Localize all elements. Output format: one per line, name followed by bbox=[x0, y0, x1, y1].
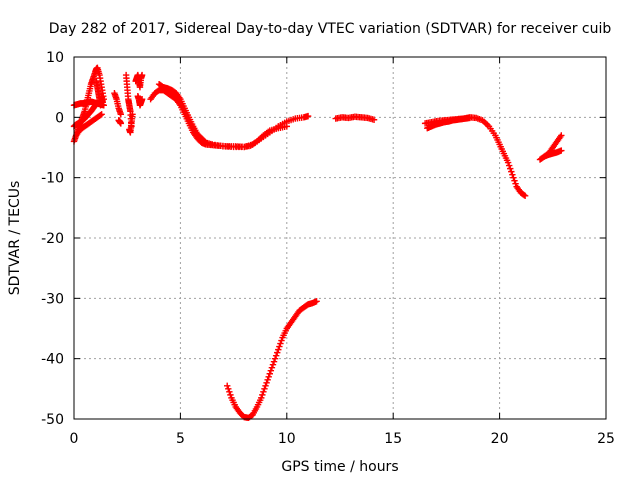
x-tick-label: 10 bbox=[278, 431, 296, 447]
x-axis-label: GPS time / hours bbox=[281, 459, 398, 475]
y-tick-label: -50 bbox=[41, 412, 64, 428]
series-s10 bbox=[132, 71, 146, 91]
data-point bbox=[261, 385, 268, 393]
data-point bbox=[512, 180, 519, 187]
data-point bbox=[138, 96, 146, 103]
series-s6 bbox=[111, 90, 125, 118]
data-point bbox=[304, 112, 312, 120]
data-point bbox=[558, 147, 565, 154]
series-s13 bbox=[155, 80, 290, 151]
series-s12 bbox=[147, 86, 312, 151]
x-tick-label: 20 bbox=[491, 431, 509, 447]
data-point bbox=[275, 346, 282, 353]
y-tick-label: -40 bbox=[41, 352, 64, 368]
x-tick-label: 5 bbox=[176, 431, 185, 447]
x-tick-label: 25 bbox=[597, 431, 615, 447]
data-point bbox=[283, 123, 290, 130]
data-point bbox=[226, 388, 233, 396]
data-point bbox=[98, 111, 105, 118]
series-s7 bbox=[115, 117, 125, 127]
data-point bbox=[260, 388, 267, 396]
data-point bbox=[278, 337, 285, 344]
x-tick-label: 15 bbox=[384, 431, 402, 447]
data-point bbox=[224, 382, 231, 390]
grid bbox=[74, 57, 606, 419]
series-s11 bbox=[134, 93, 146, 109]
series-s18 bbox=[541, 147, 565, 160]
data-point bbox=[510, 174, 517, 181]
data-point bbox=[262, 382, 269, 390]
y-tick-label: 10 bbox=[46, 50, 64, 66]
y-tick-label: -10 bbox=[41, 171, 64, 187]
series-s16 bbox=[424, 114, 474, 132]
series-s3 bbox=[70, 102, 99, 130]
data-point bbox=[521, 192, 529, 199]
series-s14 bbox=[332, 113, 378, 123]
data-point bbox=[99, 99, 106, 106]
data-point bbox=[138, 71, 146, 79]
data-point bbox=[520, 191, 528, 199]
data-point bbox=[129, 111, 136, 118]
data-point bbox=[227, 391, 234, 399]
data-point bbox=[258, 394, 265, 402]
data-point bbox=[117, 111, 125, 118]
data-point bbox=[97, 111, 104, 119]
data-point bbox=[507, 165, 514, 172]
data-point bbox=[225, 385, 232, 393]
data-point bbox=[272, 352, 280, 359]
data-point bbox=[277, 340, 284, 347]
data-point bbox=[274, 349, 281, 356]
data-point bbox=[313, 298, 320, 305]
data-point bbox=[508, 168, 515, 175]
data-point bbox=[267, 367, 275, 374]
tick-labels: 0 5 10 15 20 25 10 0 -10 -20 -30 -40 -50 bbox=[41, 50, 615, 447]
y-tick-label: -20 bbox=[41, 231, 64, 247]
data-point bbox=[259, 391, 266, 399]
data-point bbox=[505, 162, 513, 169]
data-point bbox=[117, 120, 125, 127]
y-tick-label: 0 bbox=[55, 110, 64, 126]
data-point bbox=[264, 376, 271, 383]
series-s4 bbox=[72, 111, 105, 139]
data-point bbox=[268, 364, 276, 371]
x-tick-label: 0 bbox=[70, 431, 79, 447]
y-axis-label: SDTVAR / TECUs bbox=[7, 181, 23, 296]
data-point bbox=[504, 159, 512, 166]
y-tick-label: -30 bbox=[41, 291, 64, 307]
series-s17 bbox=[536, 132, 565, 163]
data-point bbox=[370, 116, 378, 123]
series-s5 bbox=[93, 77, 106, 109]
chart-title: Day 282 of 2017, Sidereal Day-to-day VTE… bbox=[49, 21, 612, 37]
data-point bbox=[511, 177, 518, 184]
data-point bbox=[270, 358, 278, 365]
data-point bbox=[263, 379, 270, 386]
series-s19 bbox=[224, 298, 320, 421]
data-point bbox=[269, 361, 277, 368]
data-point bbox=[509, 171, 516, 178]
data-points bbox=[70, 64, 565, 421]
data-point bbox=[276, 343, 283, 350]
data-point bbox=[558, 132, 565, 139]
data-point bbox=[466, 114, 474, 122]
data-point bbox=[266, 370, 273, 377]
axis-ticks bbox=[73, 56, 607, 420]
data-point bbox=[271, 355, 279, 362]
data-point bbox=[265, 373, 272, 380]
series-s9 bbox=[126, 111, 136, 136]
